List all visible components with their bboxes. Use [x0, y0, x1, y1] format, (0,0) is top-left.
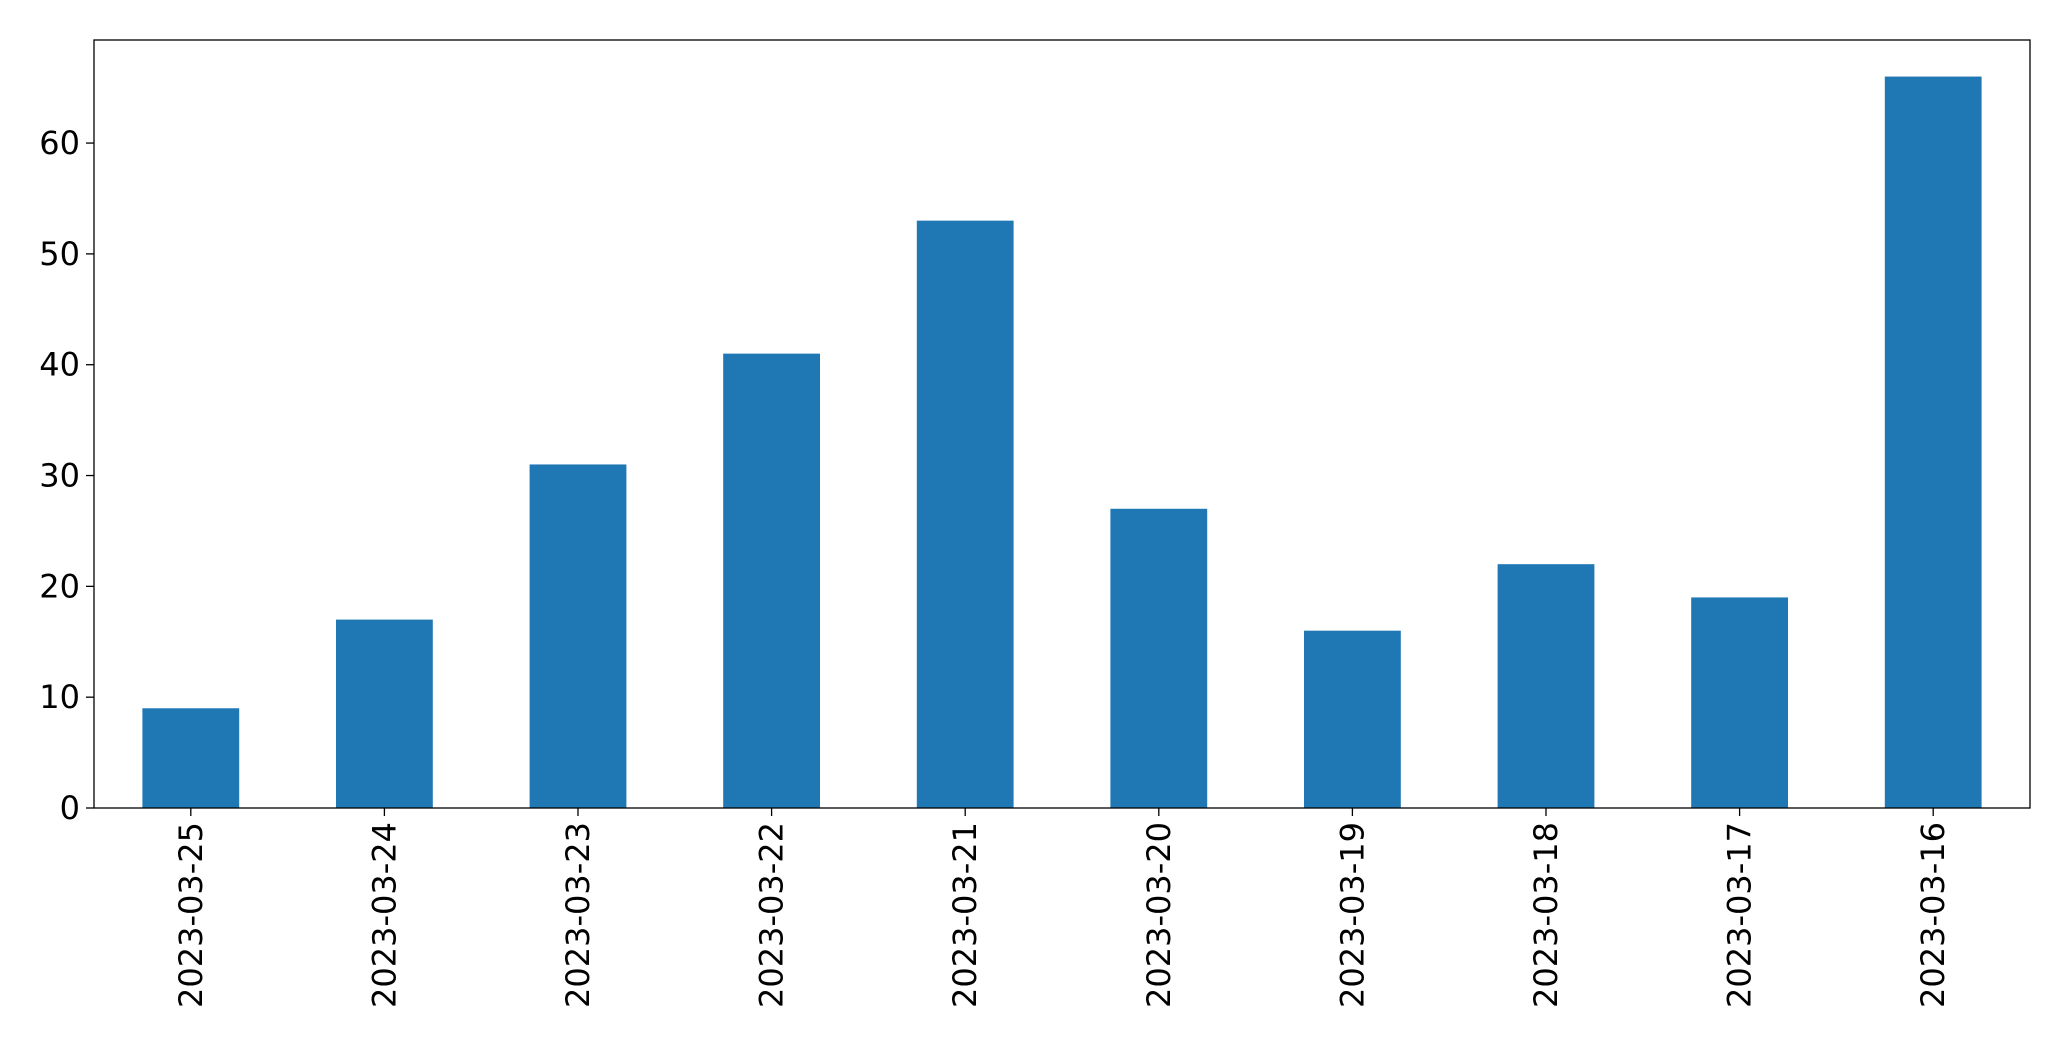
x-tick-label: 2023-03-16	[1914, 822, 1952, 1008]
x-tick-label: 2023-03-17	[1721, 822, 1759, 1008]
x-tick-label: 2023-03-18	[1527, 822, 1565, 1008]
x-tick-label: 2023-03-23	[559, 822, 597, 1008]
bar	[336, 619, 433, 808]
plot-frame	[93, 39, 2031, 809]
bar	[1497, 564, 1595, 808]
bar	[529, 464, 627, 808]
x-tick-label: 2023-03-24	[365, 822, 403, 1008]
y-tick-label: 10	[39, 678, 80, 716]
y-tick-label: 50	[39, 235, 80, 273]
x-tick-label: 2023-03-20	[1140, 822, 1178, 1008]
y-tick-label: 60	[39, 124, 80, 162]
bar	[916, 220, 1014, 808]
y-tick-label: 40	[39, 346, 80, 384]
bar	[723, 353, 820, 808]
y-tick-label: 30	[39, 457, 80, 495]
x-tick-label: 2023-03-19	[1333, 822, 1371, 1008]
y-tick-label: 20	[39, 567, 80, 605]
x-tick-label: 2023-03-22	[753, 822, 791, 1008]
x-tick-label: 2023-03-25	[172, 822, 210, 1008]
x-tick-label: 2023-03-21	[946, 822, 984, 1008]
bar	[1304, 630, 1401, 808]
bar	[1691, 597, 1788, 808]
bar	[142, 708, 240, 808]
y-tick-label: 0	[60, 789, 80, 827]
bar	[1110, 508, 1208, 808]
bar	[1884, 76, 1982, 809]
